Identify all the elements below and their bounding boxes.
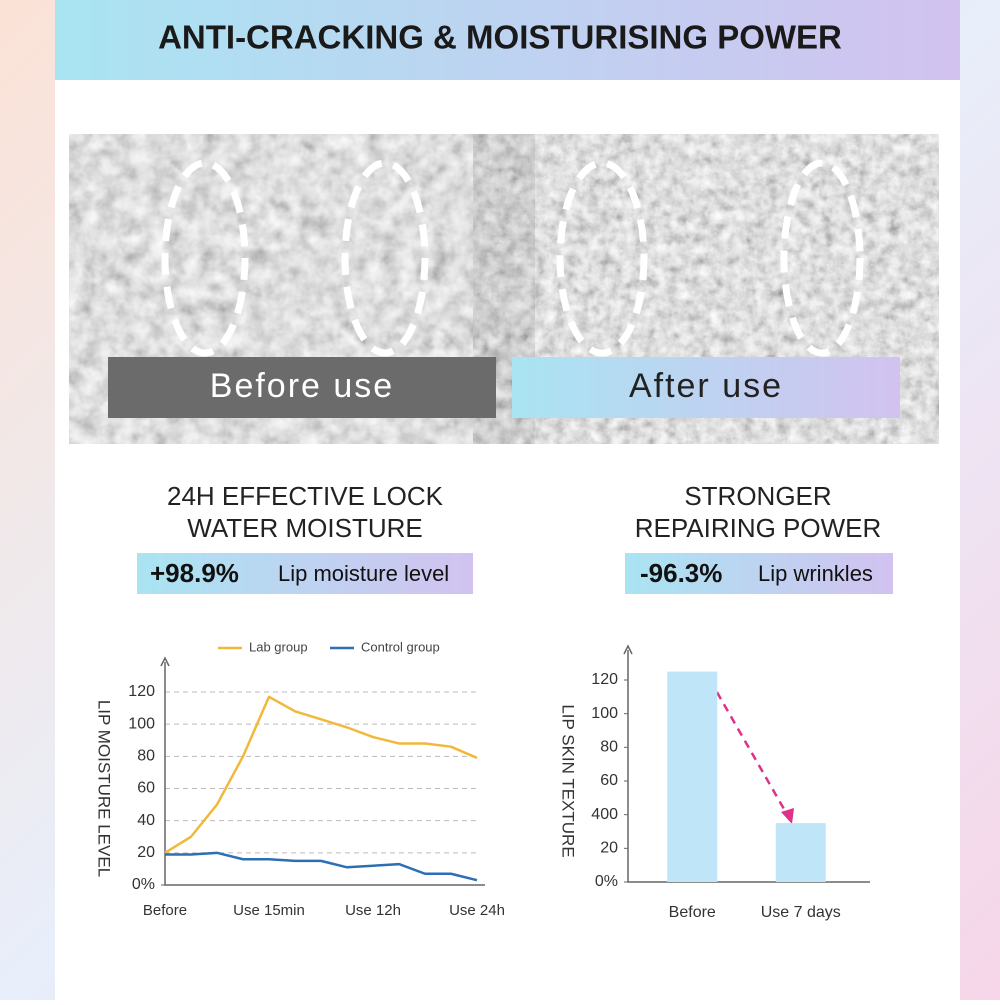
axis-arrow (623, 644, 633, 655)
title: ANTI-CRACKING & MOISTURISING POWER (158, 19, 842, 56)
x-tick-label: Use 15min (233, 902, 305, 919)
stat-box (625, 553, 893, 594)
x-tick-label: Before (669, 904, 716, 921)
arrow-head (781, 808, 794, 824)
y-tick-label: 80 (137, 748, 155, 765)
header-band (55, 0, 960, 80)
left-heading: 24H EFFECTIVE LOCK (167, 481, 444, 511)
y-tick-label: 120 (591, 671, 618, 688)
y-tick-label: 0% (595, 873, 618, 890)
y-tick-label: 60 (137, 780, 155, 797)
stat-box (137, 553, 473, 594)
y-tick-label: 40 (137, 812, 155, 829)
y-axis-title: LIP MOISTURE LEVEL (95, 700, 114, 877)
line-series (165, 851, 478, 882)
trend-arrow (708, 679, 790, 817)
bar (775, 823, 826, 882)
right-heading: STRONGER (684, 481, 831, 511)
y-tick-label: 20 (137, 844, 155, 861)
axis-arrow (160, 656, 170, 667)
after-caption: After use (629, 367, 783, 405)
y-tick-label: 400 (591, 806, 618, 823)
before-caption: Before use (210, 367, 394, 405)
legend-label: Lab group (249, 639, 308, 654)
bar (667, 671, 718, 882)
stat-label: Lip wrinkles (758, 561, 873, 586)
left-heading: WATER MOISTURE (187, 513, 422, 543)
line-series (164, 695, 478, 854)
x-tick-label: Before (143, 902, 187, 919)
y-tick-label: 100 (128, 715, 155, 732)
legend-label: Control group (361, 639, 440, 654)
y-tick-label: 120 (128, 683, 155, 700)
x-tick-label: Use 12h (345, 902, 401, 919)
stat-label: Lip moisture level (278, 561, 449, 586)
x-tick-label: Use 24h (449, 902, 505, 919)
stat-value: -96.3% (640, 558, 722, 588)
y-tick-label: 0% (132, 876, 155, 893)
stat-value: +98.9% (150, 558, 239, 588)
before-caption-bar (108, 357, 496, 418)
y-tick-label: 20 (600, 840, 618, 857)
y-tick-label: 80 (600, 739, 618, 756)
axes (164, 662, 485, 886)
y-tick-label: 100 (591, 705, 618, 722)
right-heading: REPAIRING POWER (635, 513, 882, 543)
x-tick-label: Use 7 days (761, 904, 841, 921)
after-caption-bar (512, 357, 900, 418)
highlight-ellipses (161, 159, 864, 357)
y-tick-label: 60 (600, 772, 618, 789)
y-axis-title: LIP SKIN TEXTURE (559, 704, 578, 857)
